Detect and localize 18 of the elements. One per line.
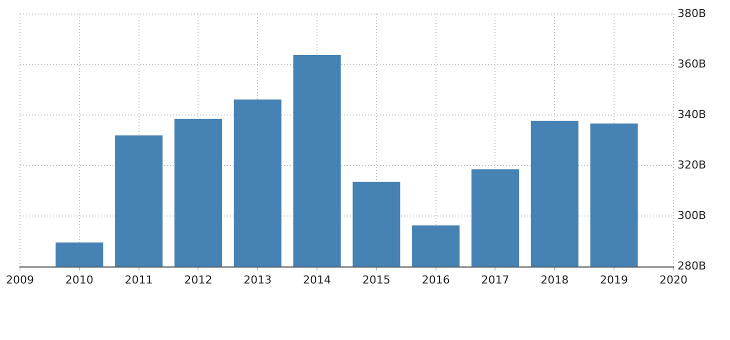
- x-tick-label: 2013: [244, 273, 272, 286]
- x-tick-label: 2019: [600, 273, 628, 286]
- x-tick-label: 2016: [422, 273, 450, 286]
- x-tick-label: 2012: [184, 273, 212, 286]
- x-tick-label: 2020: [659, 273, 688, 286]
- x-tick-label: 2015: [362, 273, 390, 286]
- y-tick-label: 280B: [677, 260, 706, 273]
- x-tick-label: 2009: [6, 273, 34, 286]
- x-tick-label: 2018: [540, 273, 569, 286]
- y-tick-label: 320B: [677, 158, 706, 172]
- y-tick-label: 340B: [677, 108, 706, 121]
- y-tick-label: 380B: [677, 6, 706, 20]
- y-tick-label: 360B: [677, 57, 706, 70]
- x-tick-label: 2017: [481, 273, 510, 286]
- x-tick-label: 2011: [124, 273, 153, 286]
- x-tick-label: 2014: [303, 273, 332, 286]
- y-tick-label: 300B: [677, 209, 706, 222]
- x-tick-label: 2010: [65, 273, 94, 286]
